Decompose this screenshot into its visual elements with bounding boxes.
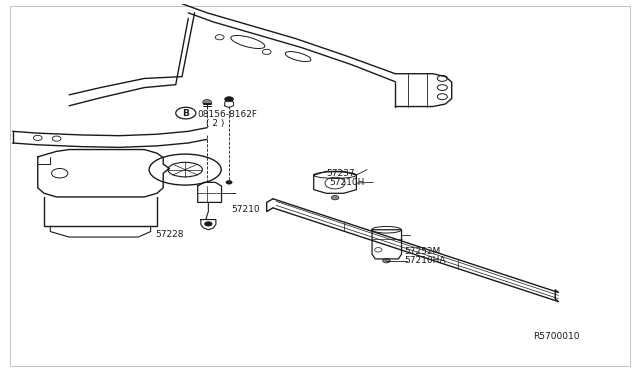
Text: 57210: 57210 xyxy=(231,205,260,214)
Text: 57237: 57237 xyxy=(326,169,355,178)
Text: R5700010: R5700010 xyxy=(533,332,580,341)
Text: 57210HA: 57210HA xyxy=(404,256,446,265)
Circle shape xyxy=(205,222,212,226)
Circle shape xyxy=(332,195,339,200)
Circle shape xyxy=(225,97,234,102)
Text: 08156-8162F: 08156-8162F xyxy=(198,110,258,119)
Text: 57252M: 57252M xyxy=(404,247,441,256)
Text: 57210H: 57210H xyxy=(330,178,365,187)
Text: B: B xyxy=(182,109,189,118)
Circle shape xyxy=(203,100,211,105)
Text: ( 2 ): ( 2 ) xyxy=(206,119,224,128)
Text: 57228: 57228 xyxy=(156,230,184,238)
Circle shape xyxy=(383,259,390,263)
Circle shape xyxy=(226,180,232,184)
